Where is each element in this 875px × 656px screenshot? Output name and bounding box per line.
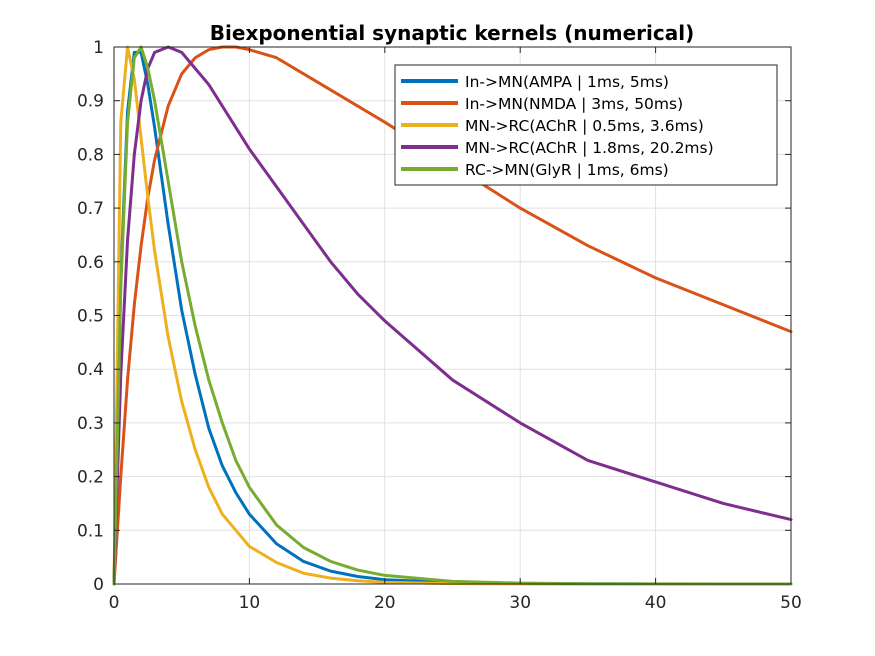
y-tick-label-7: 0.7 (77, 199, 104, 219)
chart-title: Biexponential synaptic kernels (numerica… (210, 21, 694, 45)
legend-box (394, 64, 778, 186)
legend-label-3: MN->RC(AChR | 0.5ms, 3.6ms) (465, 117, 704, 135)
x-tick-label-2: 20 (374, 593, 396, 613)
y-tick-label-1: 0.1 (77, 521, 104, 541)
y-tick-label-6: 0.6 (77, 253, 104, 273)
y-tick-label-2: 0.2 (77, 468, 104, 488)
legend: In->MN(AMPA | 1ms, 5ms) In->MN(NMDA | 3ms… (394, 64, 778, 186)
legend-label-2: In->MN(NMDA | 3ms, 50ms) (465, 95, 683, 113)
series-line-4 (112, 45, 793, 586)
y-tick-label-3: 0.3 (77, 414, 104, 434)
legend-label-1: In->MN(AMPA | 1ms, 5ms) (465, 73, 669, 91)
tick-labels: 0 10 20 30 40 50 0 0.1 0.2 0.3 0.4 0.5 0.6 0.7 0.8 0.9 1 (77, 38, 802, 613)
legend-label-5: RC->MN(GlyR | 1ms, 6ms) (465, 161, 669, 179)
x-tick-label-3: 30 (509, 593, 531, 613)
legend-label-4: MN->RC(AChR | 1.8ms, 20.2ms) (465, 139, 714, 157)
y-tick-label-10: 1 (93, 38, 104, 58)
y-tick-label-0: 0 (93, 575, 104, 595)
y-tick-label-4: 0.4 (77, 360, 104, 380)
y-tick-label-9: 0.9 (77, 92, 104, 112)
x-tick-label-0: 0 (109, 593, 120, 613)
x-tick-label-1: 10 (239, 593, 261, 613)
x-tick-label-5: 50 (780, 593, 802, 613)
y-tick-label-8: 0.8 (77, 145, 104, 165)
x-tick-label-4: 40 (645, 593, 667, 613)
axes (113, 46, 792, 585)
y-tick-label-5: 0.5 (77, 307, 104, 327)
